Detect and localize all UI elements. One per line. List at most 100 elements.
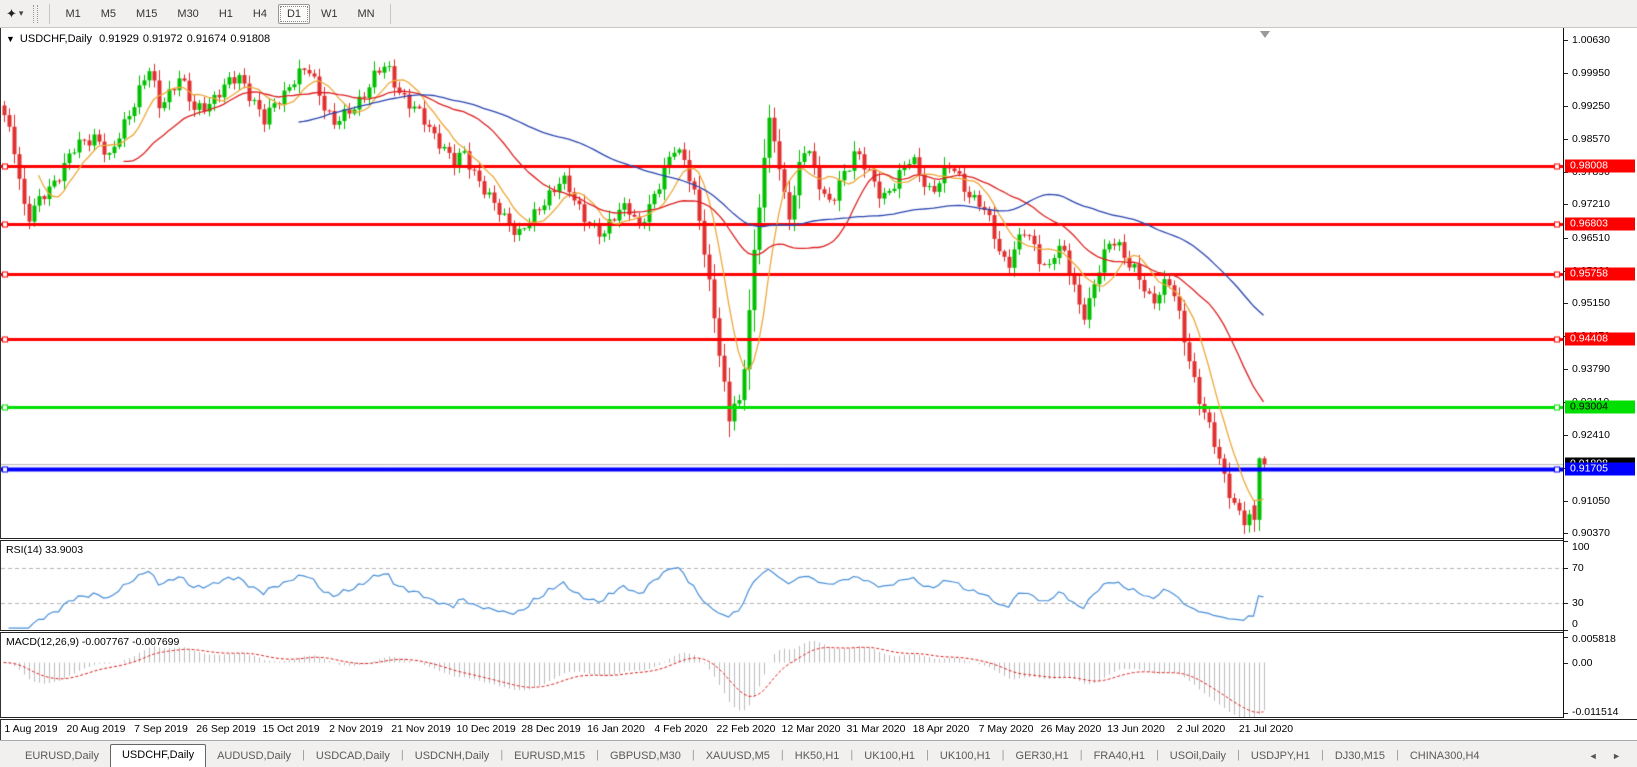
axis-tick bbox=[1564, 238, 1568, 240]
date-axis-label: 7 Sep 2019 bbox=[134, 723, 188, 735]
chart-title: ▼ USDCHF,Daily 0.91929 0.91972 0.91674 0.918… bbox=[6, 33, 274, 45]
axis-tick bbox=[1564, 435, 1568, 437]
date-axis-label: 21 Jul 2020 bbox=[1238, 723, 1294, 735]
chart-tab-bar: EURUSD,Daily USDCHF,Daily AUDUSD,Daily | USD… bbox=[0, 740, 1637, 767]
timeframe-button-H4[interactable]: H4 bbox=[252, 7, 267, 20]
chart-symbol-period: USDCHF,Daily bbox=[19, 33, 93, 45]
date-axis-label: 21 Nov 2019 bbox=[391, 723, 451, 735]
level-badge-resistance: 0.98008 bbox=[1565, 159, 1635, 173]
date-axis-label: 15 Oct 2019 bbox=[262, 723, 320, 735]
chart-tab-HK50-H1[interactable]: HK50,H1 bbox=[794, 750, 840, 762]
tab-separator: | bbox=[1396, 749, 1399, 761]
chart-tab-EURUSD-M15[interactable]: EURUSD,M15 bbox=[514, 750, 586, 762]
panel-separator[interactable] bbox=[0, 630, 1637, 633]
cursor-tool-dropdown-icon[interactable]: ▾ bbox=[18, 8, 24, 18]
ohlc-open: 0.91929 bbox=[99, 33, 139, 45]
ohlc-close: 0.91808 bbox=[230, 33, 271, 45]
price-axis-label: 0.97210 bbox=[1572, 198, 1610, 211]
tab-separator: | bbox=[850, 749, 854, 761]
tab-separator: | bbox=[1001, 749, 1005, 761]
panel-separator bbox=[0, 717, 1637, 720]
axis-tick bbox=[1564, 139, 1568, 141]
timeframe-button-group: M1 M5 M15 M30 H1 H4 D1 W1 MN bbox=[55, 3, 384, 24]
level-badge-support: 0.93004 bbox=[1565, 400, 1635, 414]
timeframe-button-M5[interactable]: M5 bbox=[100, 7, 116, 20]
rsi-scale-label: 0 bbox=[1572, 618, 1578, 630]
timeframe-button-M30[interactable]: M30 bbox=[177, 7, 199, 20]
tab-scroll-left-icon[interactable]: ◄ bbox=[1588, 751, 1604, 761]
chart-tab-GBPUSD-M30[interactable]: GBPUSD,M30 bbox=[609, 750, 681, 762]
tab-separator: | bbox=[1321, 749, 1324, 761]
chart-tab-FRA40-H1[interactable]: FRA40,H1 bbox=[1093, 750, 1145, 762]
cursor-tool-icon[interactable]: ✦ bbox=[6, 5, 17, 21]
axis-tick bbox=[1564, 541, 1568, 542]
chart-tab-GER30-H1[interactable]: GER30,H1 bbox=[1015, 750, 1069, 762]
axis-tick bbox=[1564, 204, 1568, 206]
chart-shift-marker-icon[interactable] bbox=[1259, 31, 1270, 38]
tab-scroll-arrows: ◄ ► bbox=[1589, 751, 1627, 767]
chart-tab-CHINA300-H4[interactable]: CHINA300,H4 bbox=[1409, 750, 1480, 762]
tab-separator: | bbox=[780, 749, 784, 761]
macd-canvas[interactable] bbox=[1, 633, 1564, 717]
price-axis-label: 0.93790 bbox=[1572, 362, 1610, 375]
price-axis-label: 0.91050 bbox=[1572, 494, 1610, 507]
date-axis-label: 2 Nov 2019 bbox=[329, 723, 383, 735]
chart-tab-EURUSD-Daily[interactable]: EURUSD,Daily bbox=[25, 750, 99, 762]
toolbar-separator bbox=[49, 3, 51, 24]
date-axis-label: 7 May 2020 bbox=[978, 723, 1034, 735]
chart-tab-USDCNH-Daily[interactable]: USDCNH,Daily bbox=[414, 750, 490, 762]
price-axis-label: 0.90370 bbox=[1572, 527, 1610, 540]
chart-title-collapse-icon[interactable]: ▼ bbox=[6, 34, 15, 44]
chart-tab-UK100-H1[interactable]: UK100,H1 bbox=[864, 750, 916, 762]
price-axis[interactable]: 1.006300.999500.992500.985700.978900.972… bbox=[1563, 28, 1637, 718]
chart-tab-DJ30-M15[interactable]: DJ30,M15 bbox=[1334, 750, 1385, 762]
tab-separator: | bbox=[1237, 749, 1240, 761]
date-axis[interactable]: 1 Aug 2019 20 Aug 2019 7 Sep 2019 26 Sep 20… bbox=[0, 720, 1563, 740]
tab-separator: | bbox=[596, 749, 599, 761]
chart-tab-UK100-H1[interactable]: UK100,H1 bbox=[939, 750, 991, 762]
tab-separator: | bbox=[1155, 749, 1159, 761]
timeframe-button-MN[interactable]: MN bbox=[357, 7, 375, 20]
date-axis-label: 1 Aug 2019 bbox=[4, 723, 58, 735]
timeframe-button-H1[interactable]: H1 bbox=[218, 7, 233, 20]
axis-tick bbox=[1564, 303, 1568, 305]
rsi-canvas[interactable] bbox=[1, 541, 1564, 630]
price-axis-label: 1.00630 bbox=[1572, 34, 1610, 46]
price-axis-label: 0.95150 bbox=[1572, 297, 1610, 310]
chart-tab-USOil-Daily[interactable]: USOil,Daily bbox=[1169, 750, 1227, 762]
chart-tab-AUDUSD-Daily[interactable]: AUDUSD,Daily bbox=[217, 750, 292, 762]
tab-separator: | bbox=[400, 749, 404, 761]
rsi-scale-label: 100 bbox=[1572, 541, 1590, 553]
date-axis-label: 31 Mar 2020 bbox=[846, 723, 906, 735]
level-badge-support: 0.91705 bbox=[1565, 462, 1635, 476]
level-badge-resistance: 0.95758 bbox=[1565, 267, 1635, 281]
rsi-panel: RSI(14) 33.9003 bbox=[0, 541, 1564, 630]
macd-scale-label: 0.005818 bbox=[1572, 633, 1616, 645]
timeframe-button-W1[interactable]: W1 bbox=[321, 7, 338, 20]
chart-tab-USDCHF-Daily[interactable]: USDCHF,Daily bbox=[109, 744, 207, 767]
panel-separator[interactable] bbox=[0, 538, 1637, 541]
axis-tick bbox=[1564, 500, 1568, 502]
axis-tick bbox=[1564, 567, 1568, 569]
level-badge-resistance: 0.96803 bbox=[1565, 217, 1635, 231]
timeframe-button-D1[interactable]: D1 bbox=[277, 3, 310, 24]
main-chart-canvas[interactable] bbox=[1, 28, 1564, 538]
date-axis-label: 28 Dec 2019 bbox=[521, 723, 581, 735]
date-axis-label: 26 May 2020 bbox=[1040, 723, 1102, 735]
toolbar-grip[interactable] bbox=[33, 4, 39, 23]
axis-tick bbox=[1564, 712, 1568, 714]
chart-tab-XAUUSD-M5[interactable]: XAUUSD,M5 bbox=[705, 750, 770, 762]
chart-tab-USDCAD-Daily[interactable]: USDCAD,Daily bbox=[315, 750, 390, 762]
axis-tick bbox=[1564, 72, 1568, 74]
price-axis-label: 0.98570 bbox=[1572, 133, 1610, 146]
date-axis-label: 4 Feb 2020 bbox=[654, 723, 708, 735]
chart-tab-USDJPY-H1[interactable]: USDJPY,H1 bbox=[1250, 750, 1310, 762]
axis-tick bbox=[1564, 533, 1568, 535]
timeframe-button-M15[interactable]: M15 bbox=[136, 7, 158, 20]
tab-scroll-right-icon[interactable]: ► bbox=[1612, 751, 1627, 761]
ohlc-high: 0.91972 bbox=[142, 33, 183, 45]
date-axis-label: 22 Feb 2020 bbox=[716, 723, 776, 735]
rsi-label: RSI(14) 33.9003 bbox=[6, 544, 84, 556]
tab-separator: | bbox=[691, 749, 695, 761]
timeframe-button-M1[interactable]: M1 bbox=[65, 7, 81, 20]
